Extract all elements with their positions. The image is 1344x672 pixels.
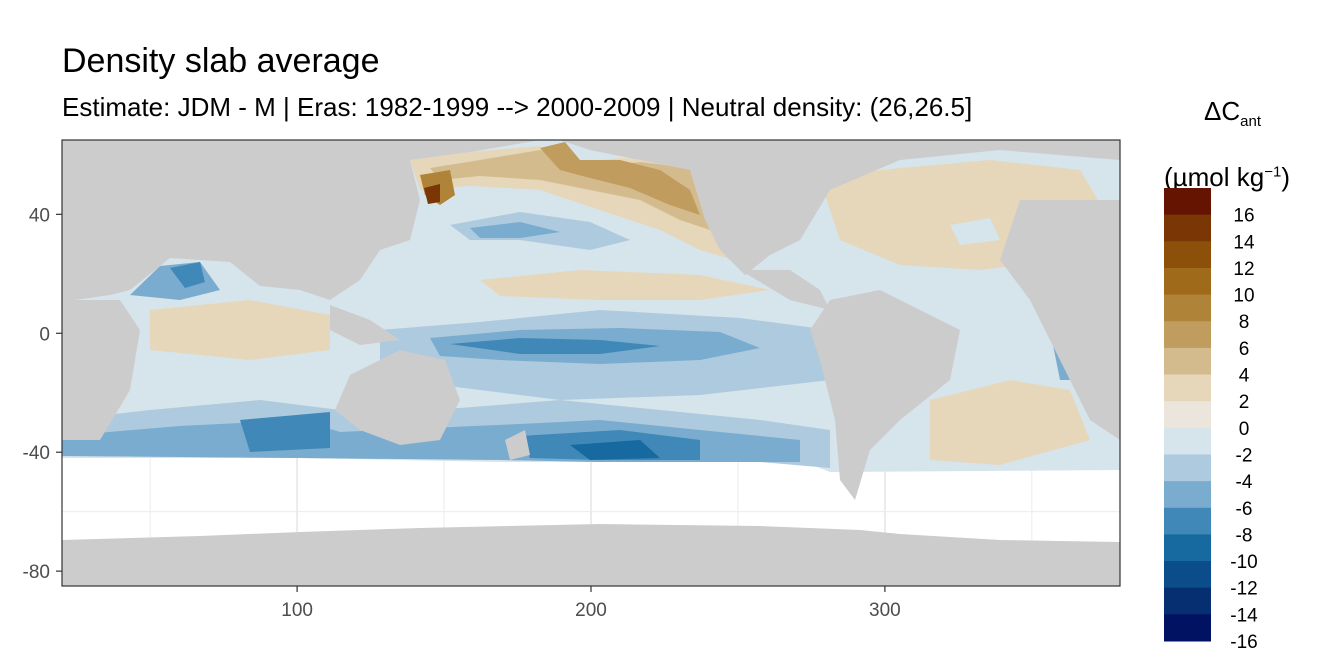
legend-bin-label: 0: [1239, 419, 1250, 440]
legend-unit-prefix: (µmol kg: [1164, 161, 1265, 192]
legend-bin: [1164, 401, 1211, 429]
legend-bin: [1164, 507, 1211, 535]
y-tick-label: -80: [23, 562, 50, 583]
legend-bin: [1164, 427, 1211, 455]
legend-unit-sup: −1: [1264, 163, 1282, 181]
legend-bin-label: -12: [1230, 579, 1257, 600]
y-tick-label: -40: [23, 443, 50, 464]
equatorial-pacific-negative-3: [450, 338, 660, 354]
x-tick-label: 300: [869, 600, 901, 621]
x-tick-label: 200: [575, 600, 607, 621]
y-tick-label: 0: [39, 324, 50, 345]
legend-bin-label: 10: [1233, 286, 1254, 307]
land-europe-africa-east: [1000, 200, 1120, 440]
land-central-america: [740, 270, 830, 310]
legend-bin: [1164, 267, 1211, 296]
legend-bin-label: 16: [1233, 206, 1254, 227]
indian-ocean-positive: [150, 300, 330, 360]
land-eurasia-africa-west: [62, 140, 540, 300]
legend-bin-label: 2: [1239, 392, 1250, 413]
legend-bin-label: -6: [1236, 499, 1253, 520]
southern-ocean-negative-3: [240, 412, 330, 452]
x-tick-label: 100: [281, 600, 313, 621]
land-south-america: [810, 290, 960, 500]
legend-bin: [1164, 454, 1211, 482]
legend-bin: [1164, 587, 1211, 615]
legend-bin-label: 6: [1239, 339, 1250, 360]
legend-bin: [1164, 188, 1211, 216]
land-new-zealand: [505, 430, 530, 460]
legend-unit-suffix: ): [1281, 161, 1290, 192]
southern-ocean-negative-5: [570, 440, 660, 460]
north-pacific-negative-2: [470, 222, 560, 238]
north-atlantic-negative: [950, 218, 1000, 245]
legend-bin-label: 14: [1233, 232, 1255, 253]
north-pacific-positive-3: [540, 142, 700, 215]
y-tick-label: 40: [29, 205, 50, 226]
legend-bin-label: 4: [1239, 366, 1250, 387]
legend-bin-label: 8: [1239, 312, 1250, 333]
legend-bin-label: -14: [1230, 605, 1258, 626]
land-southeast-asia-islands: [330, 305, 400, 345]
legend-colorbar: 16 14 12 10 8 6 4 2 0 -2 -4 -6 -8 -10 -12 -14 -16: [1164, 188, 1258, 653]
legend-bin: [1164, 347, 1211, 376]
legend-bin-label: -10: [1230, 552, 1257, 573]
legend-bin: [1164, 561, 1211, 589]
legend-bin-label: -8: [1236, 525, 1253, 546]
arabian-sea-negative-2: [170, 262, 205, 288]
legend-title: ΔCant (µmol kg−1): [1164, 86, 1324, 202]
chart-title: Density slab average: [62, 42, 380, 80]
legend-bin: [1164, 534, 1211, 562]
land-north-america: [560, 140, 1120, 275]
legend-bin: [1164, 294, 1211, 322]
legend-bin-label: -2: [1236, 445, 1253, 466]
legend-bin-label: -4: [1236, 472, 1253, 493]
tropical-pacific-positive: [480, 270, 770, 300]
land-australia: [335, 350, 460, 445]
legend-bin: [1164, 321, 1211, 349]
legend-bin: [1164, 614, 1211, 642]
legend-bin: [1164, 241, 1211, 269]
legend-title-main: ΔC: [1204, 96, 1241, 126]
legend-bin: [1164, 481, 1211, 509]
map-panel: [62, 140, 1120, 586]
legend-bin: [1164, 214, 1211, 242]
legend-title-sub: ant: [1240, 113, 1262, 131]
legend-bin-label: 12: [1233, 259, 1254, 280]
land-antarctica: [62, 524, 1120, 586]
legend-bin: [1164, 374, 1211, 402]
chart-subtitle: Estimate: JDM - M | Eras: 1982-1999 --> …: [62, 92, 973, 122]
land: [62, 140, 1120, 586]
north-pacific-peak: [424, 184, 440, 204]
legend-bin-label: -16: [1230, 632, 1257, 653]
south-atlantic-positive: [930, 380, 1090, 465]
land-east-africa: [62, 300, 140, 440]
